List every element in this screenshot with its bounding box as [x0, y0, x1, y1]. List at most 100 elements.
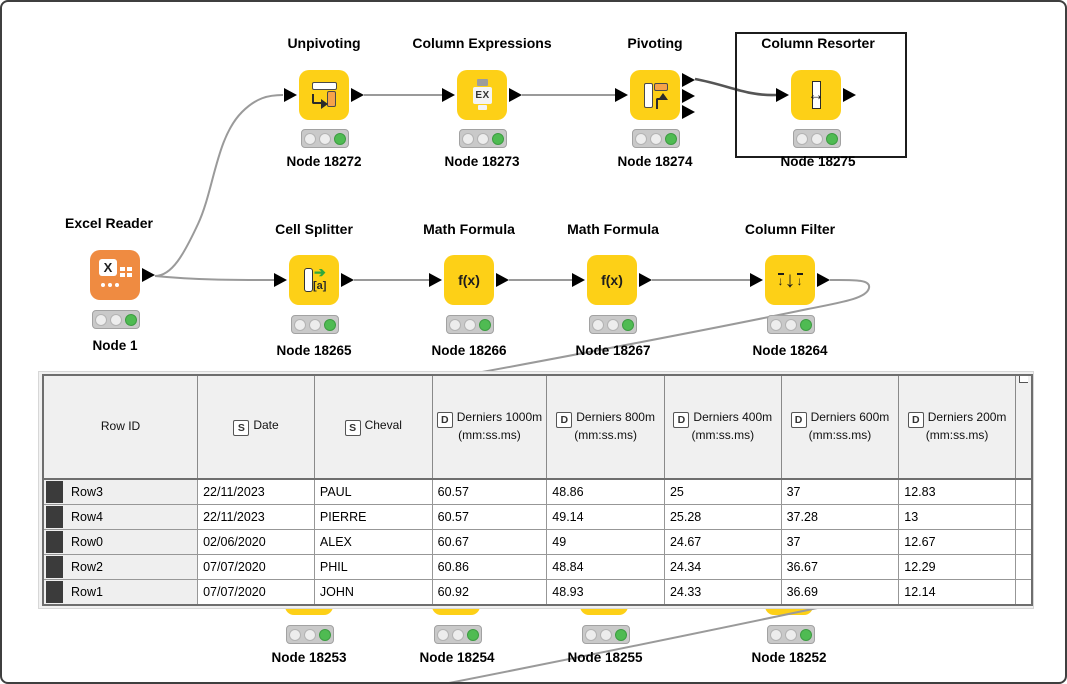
column-filter-icon: ↓ ↓ ↓ — [777, 267, 803, 292]
edge-excel-to-unpivoting[interactable] — [154, 94, 284, 277]
status-traffic-light — [434, 625, 482, 644]
node-math-formula-2[interactable]: f(x) — [572, 255, 652, 305]
dynamic-ports-dots-icon — [101, 283, 119, 287]
output-port-icon[interactable] — [496, 273, 509, 287]
input-port-icon[interactable] — [429, 273, 442, 287]
node-title-math-formula-1: Math Formula — [423, 221, 515, 237]
output-port-3-icon[interactable] — [682, 105, 695, 119]
node-title-unpivoting: Unpivoting — [287, 35, 361, 51]
row-selector[interactable] — [46, 556, 63, 578]
node-pivoting[interactable] — [615, 70, 695, 120]
status-green-light — [334, 132, 346, 145]
output-table-panel: Row ID S Date S Cheval D Derniers 1000m (mm… — [39, 372, 1033, 608]
table-row: Row0 02/06/2020 ALEX 60.67 49 24.67 37 1… — [42, 529, 1033, 555]
string-type-icon: S — [233, 420, 250, 436]
double-type-icon: D — [907, 412, 924, 429]
node-excel-reader[interactable]: X — [90, 250, 155, 300]
column-header-derniers-800m[interactable]: D Derniers 800m (mm:ss.ms) — [546, 374, 665, 480]
status-green-light — [800, 628, 812, 641]
node-id-label: Node 18267 — [575, 343, 651, 358]
table-row: Row1 07/07/2020 JOHN 60.92 48.93 24.33 3… — [42, 579, 1033, 606]
output-port-icon[interactable] — [351, 88, 364, 102]
table-row: Row2 07/07/2020 PHIL 60.86 48.84 24.34 3… — [42, 554, 1033, 580]
node-math-formula-1[interactable]: f(x) — [429, 255, 509, 305]
status-green-light — [800, 318, 812, 331]
column-header-derniers-1000m[interactable]: D Derniers 1000m (mm:ss.ms) — [431, 374, 548, 480]
output-table: Row ID S Date S Cheval D Derniers 1000m (mm… — [42, 374, 1033, 606]
double-type-icon: D — [436, 412, 453, 429]
pivoting-icon — [630, 70, 680, 120]
math-formula-icon: f(x) — [458, 272, 480, 288]
status-traffic-light — [582, 625, 630, 644]
node-bottom-4[interactable] — [765, 605, 813, 615]
status-green-light — [826, 132, 838, 145]
node-id-label: Node 18272 — [286, 154, 362, 169]
row-id-cell[interactable]: Row0 — [42, 529, 199, 555]
node-column-resorter[interactable]: ↔ — [776, 70, 856, 120]
status-traffic-light — [92, 310, 140, 329]
status-traffic-light — [767, 315, 815, 334]
input-port-icon[interactable] — [284, 88, 297, 102]
column-header-cheval[interactable]: S Cheval — [313, 374, 433, 480]
output-port-icon[interactable] — [817, 273, 830, 287]
row-selector[interactable] — [46, 531, 63, 553]
row-id-cell[interactable]: Row1 — [42, 579, 199, 606]
input-port-icon[interactable] — [615, 88, 628, 102]
node-unpivoting[interactable] — [284, 70, 364, 120]
status-traffic-light — [632, 129, 680, 148]
status-traffic-light — [767, 625, 815, 644]
node-id-label: Node 18273 — [444, 154, 520, 169]
node-cell-splitter[interactable]: ➔ [a] — [274, 255, 354, 305]
column-header-derniers-200m[interactable]: D Derniers 200m (mm:ss.ms) — [898, 374, 1016, 480]
row-id-cell[interactable]: Row3 — [42, 478, 199, 505]
node-id-label: Node 18274 — [617, 154, 693, 169]
input-port-icon[interactable] — [274, 273, 287, 287]
node-id-label: Node 18252 — [751, 650, 827, 665]
row-id-cell[interactable]: Row4 — [42, 504, 199, 530]
cell-splitter-icon: ➔ [a] — [289, 255, 339, 305]
node-id-label: Node 18265 — [276, 343, 352, 358]
node-id-label: Node 1 — [92, 338, 138, 353]
column-header-derniers-600m[interactable]: D Derniers 600m (mm:ss.ms) — [780, 374, 900, 480]
column-header-date[interactable]: S Date — [197, 374, 315, 480]
row-selector[interactable] — [46, 506, 63, 528]
row-id-cell[interactable]: Row2 — [42, 554, 199, 580]
selection-rectangle — [735, 32, 907, 158]
node-id-label: Node 18253 — [271, 650, 347, 665]
input-port-icon[interactable] — [776, 88, 789, 102]
column-header-derniers-400m[interactable]: D Derniers 400m (mm:ss.ms) — [663, 374, 782, 480]
row-selector[interactable] — [46, 581, 63, 603]
input-port-icon[interactable] — [572, 273, 585, 287]
double-type-icon: D — [556, 412, 573, 429]
output-port-2-icon[interactable] — [682, 89, 695, 103]
input-port-icon[interactable] — [750, 273, 763, 287]
output-port-icon[interactable] — [341, 273, 354, 287]
status-traffic-light — [589, 315, 637, 334]
row-selector[interactable] — [46, 481, 63, 503]
node-title-cell-splitter: Cell Splitter — [275, 221, 353, 237]
status-traffic-light — [793, 129, 841, 148]
output-port-1-icon[interactable] — [682, 73, 695, 87]
status-green-light — [125, 313, 137, 326]
edge-bottom-diagonal[interactable] — [448, 598, 861, 682]
column-header-rowid[interactable]: Row ID — [42, 374, 199, 480]
double-type-icon: D — [673, 412, 690, 429]
string-type-icon: S — [344, 420, 361, 436]
node-bottom-2[interactable] — [432, 605, 480, 615]
input-port-icon[interactable] — [442, 88, 455, 102]
node-column-filter[interactable]: ↓ ↓ ↓ — [750, 255, 830, 305]
table-row: Row4 22/11/2023 PIERRE 60.57 49.14 25.28… — [42, 504, 1033, 530]
partial-type-icon — [1018, 376, 1028, 383]
output-port-icon[interactable] — [639, 273, 652, 287]
edge-excel-to-cellsplitter[interactable] — [154, 275, 275, 281]
node-column-expressions[interactable]: EX — [442, 70, 522, 120]
status-green-light — [324, 318, 336, 331]
edge-columnfilter-loop-down[interactable] — [465, 278, 871, 376]
output-port-icon[interactable] — [142, 268, 155, 282]
node-bottom-3[interactable] — [580, 605, 628, 615]
output-port-icon[interactable] — [843, 88, 856, 102]
output-port-icon[interactable] — [509, 88, 522, 102]
node-bottom-1[interactable] — [285, 605, 333, 615]
status-green-light — [319, 628, 331, 641]
